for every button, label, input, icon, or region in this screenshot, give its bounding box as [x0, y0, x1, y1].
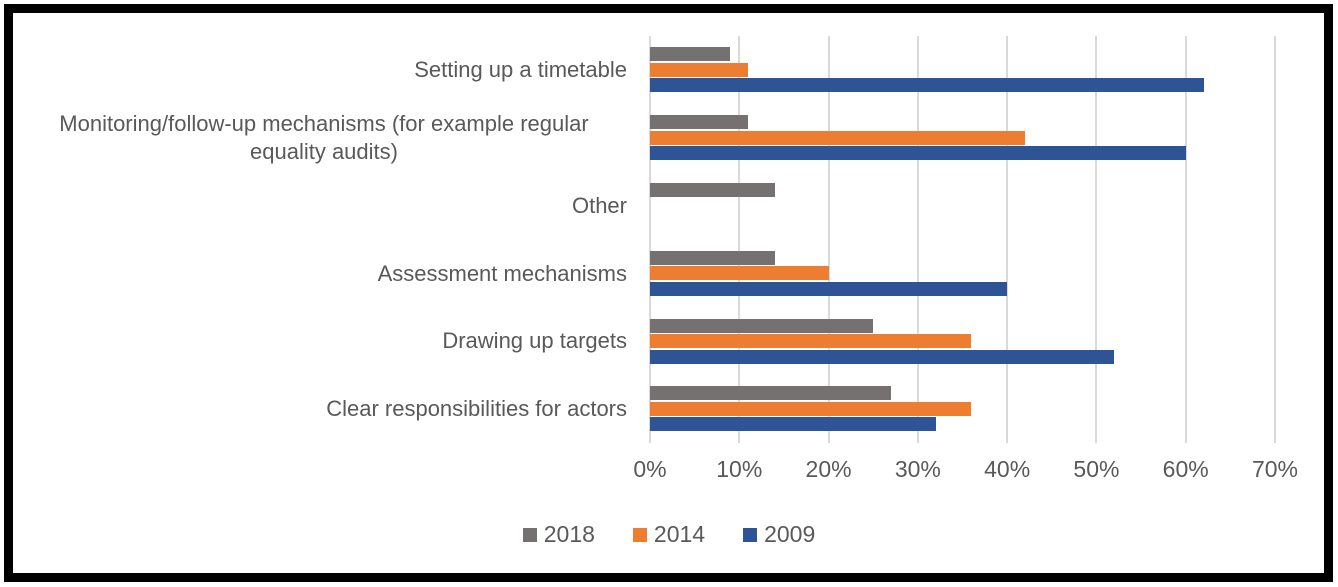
- x-axis-tick-label: 40%: [984, 456, 1031, 482]
- category-row: Assessment mechanisms: [0, 239, 1338, 307]
- bar-2014: [650, 130, 1025, 145]
- bar-group: [650, 250, 1008, 296]
- gridline: [1095, 36, 1098, 443]
- plot-area: [649, 36, 1278, 443]
- category-row: Drawing up targets: [0, 307, 1338, 375]
- gridline: [649, 36, 651, 443]
- x-axis-tick-label: 10%: [716, 456, 763, 482]
- legend-item: 2014: [632, 521, 706, 548]
- category-row: Other: [0, 172, 1338, 240]
- bar-2018: [650, 386, 892, 401]
- legend-swatch-icon: [522, 527, 537, 542]
- bar-2014: [650, 401, 972, 416]
- x-axis-tick-label: 30%: [894, 456, 941, 482]
- category-label: Drawing up targets: [442, 328, 627, 354]
- category-row: Monitoring/follow-up mechanisms (for exa…: [0, 104, 1338, 172]
- bar-2018: [650, 250, 775, 265]
- bar-2018: [650, 318, 874, 333]
- category-rows: Setting up a timetable Monitoring/follow…: [0, 36, 1338, 443]
- legend-label: 2018: [543, 521, 595, 547]
- category-label: Clear responsibilities for actors: [326, 396, 627, 422]
- legend-label: 2009: [764, 521, 816, 547]
- bar-2009: [650, 349, 1115, 364]
- bar-group: [650, 182, 775, 228]
- gridline: [738, 36, 741, 443]
- gridline: [827, 36, 830, 443]
- bar-2009: [650, 78, 1204, 93]
- bar-2014: [650, 334, 972, 349]
- bar-group: [650, 47, 1204, 93]
- gridline: [1274, 36, 1276, 443]
- legend-swatch-icon: [632, 527, 647, 542]
- x-axis-tick-label: 0%: [633, 456, 667, 482]
- gridline: [916, 36, 919, 443]
- bar-2018: [650, 115, 749, 130]
- category-row: Setting up a timetable: [0, 36, 1338, 104]
- bar-group: [650, 115, 1186, 161]
- bar-2009: [650, 146, 1186, 161]
- bar-2009: [650, 281, 1008, 296]
- category-label: Assessment mechanisms: [377, 260, 627, 286]
- legend-label: 2014: [653, 521, 706, 547]
- legend-item: 2018: [522, 521, 595, 548]
- category-label: Setting up a timetable: [414, 57, 627, 83]
- bar-2009: [650, 417, 936, 432]
- legend-item: 2009: [743, 521, 815, 548]
- bar-group: [650, 386, 972, 432]
- legend: 2018 2014 2009: [0, 521, 1338, 548]
- legend-swatch-icon: [743, 527, 758, 542]
- bar-2014: [650, 266, 829, 281]
- x-axis-tick-label: 50%: [1073, 456, 1120, 482]
- bar-group: [650, 318, 1115, 364]
- category-row: Clear responsibilities for actors: [0, 375, 1338, 443]
- category-label: Other: [571, 192, 627, 218]
- x-axis-tick-label: 20%: [805, 456, 852, 482]
- bar-2014: [650, 62, 749, 77]
- x-axis-tick-label: 70%: [1251, 456, 1299, 482]
- category-label: Monitoring/follow-up mechanisms (for exa…: [59, 111, 589, 164]
- x-axis-tick-label: 60%: [1162, 456, 1209, 482]
- gridline: [1184, 36, 1187, 443]
- bar-2018: [650, 47, 731, 62]
- bar-2018: [650, 182, 775, 197]
- gridline: [1006, 36, 1009, 443]
